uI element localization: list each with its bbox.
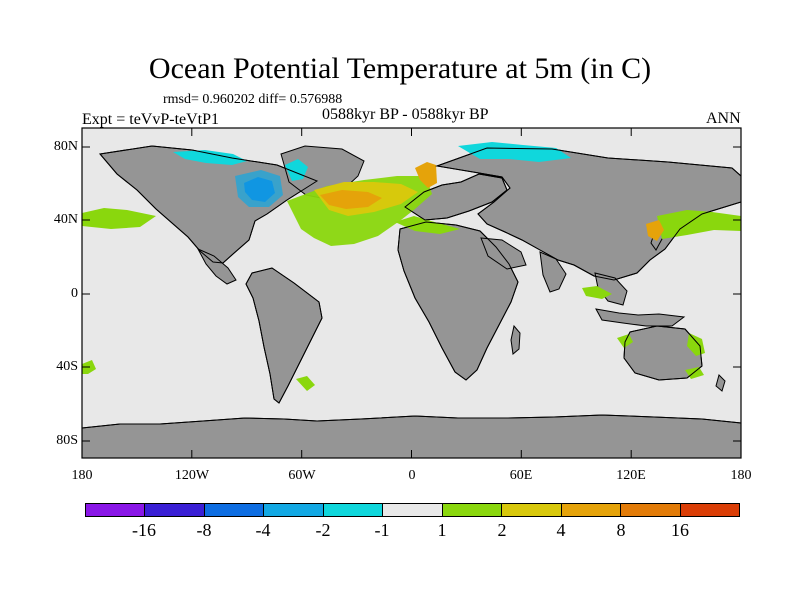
- x-tick-120w: 120W: [174, 468, 210, 483]
- arabia-land: [480, 237, 527, 270]
- stats-text: rmsd= 0.960202 diff= 0.576988: [163, 92, 343, 107]
- japan-orange-anomaly: [646, 220, 664, 241]
- season-label: ANN: [706, 110, 741, 127]
- x-tick-120e: 120E: [616, 468, 646, 483]
- legend-label: -2: [315, 520, 331, 540]
- hudson-cyan-anomaly: [235, 170, 283, 207]
- indonesia-land: [595, 308, 686, 327]
- x-tick-180-left: 180: [71, 468, 93, 483]
- legend-swatch: [323, 504, 384, 516]
- legend-swatch: [442, 504, 503, 516]
- legend-label: -1: [374, 520, 390, 540]
- legend-swatch: [204, 504, 265, 516]
- legend-label: -16: [132, 520, 156, 540]
- y-tick-80n: 80N: [53, 139, 78, 154]
- map-title: Ocean Potential Temperature at 5m (in C): [148, 52, 652, 85]
- color-legend: [85, 503, 740, 517]
- legend-label: 1: [437, 520, 447, 540]
- x-tick-180-right: 180: [730, 468, 752, 483]
- legend-swatch: [145, 504, 205, 516]
- legend-swatch: [561, 504, 622, 516]
- legend-swatch: [264, 504, 324, 516]
- y-tick-40s: 40S: [56, 359, 78, 374]
- legend-label: 4: [556, 520, 566, 540]
- indian-ocean-green-anomaly: [582, 286, 612, 299]
- x-tick-60w: 60W: [288, 468, 316, 483]
- x-tick-60e: 60E: [509, 468, 533, 483]
- eurasia-coastline: [404, 147, 742, 281]
- africa-coastline: [397, 221, 519, 381]
- time-label: 0588kyr BP - 0588kyr BP: [322, 106, 489, 123]
- norwegian-sea-orange-anomaly: [415, 162, 437, 188]
- world-map: [81, 127, 742, 459]
- y-tick-40n: 40N: [53, 212, 78, 227]
- legend-label: -8: [196, 520, 212, 540]
- north-pacific-green-anomaly-left: [82, 208, 156, 229]
- madagascar-land: [510, 324, 521, 355]
- legend-label: 16: [671, 520, 689, 540]
- north-atlantic-orange-anomaly: [320, 190, 382, 209]
- south-atlantic-green-anomaly: [296, 376, 315, 391]
- legend-swatch: [680, 504, 739, 516]
- experiment-label: Expt = teVvP-teVtP1: [82, 111, 220, 128]
- new-zealand-land: [715, 374, 726, 392]
- y-tick-0: 0: [71, 286, 78, 301]
- y-tick-80s: 80S: [56, 433, 78, 448]
- legend-swatch: [621, 504, 681, 516]
- legend-label: -4: [255, 520, 271, 540]
- legend-swatch: [502, 504, 562, 516]
- map-frame: 80N 40N 0 40S 80S 180 120W 60W 0 60E 120…: [54, 127, 752, 483]
- arctic-cyan-anomaly-right: [458, 142, 571, 162]
- australia-coastline: [623, 325, 703, 381]
- arctic-cyan-anomaly-left: [173, 150, 247, 165]
- legend-label: 2: [497, 520, 507, 540]
- antarctica-coastline: [81, 414, 742, 429]
- north-america-coastline: [99, 145, 319, 264]
- legend-label: 8: [616, 520, 626, 540]
- legend-swatch: [86, 504, 146, 516]
- coastlines: [81, 145, 742, 429]
- south-america-coastline: [245, 267, 323, 404]
- x-tick-0: 0: [408, 468, 416, 483]
- legend-swatch: [383, 504, 443, 516]
- mediterranean-green-anomaly: [395, 216, 460, 234]
- map-axes: [81, 127, 742, 459]
